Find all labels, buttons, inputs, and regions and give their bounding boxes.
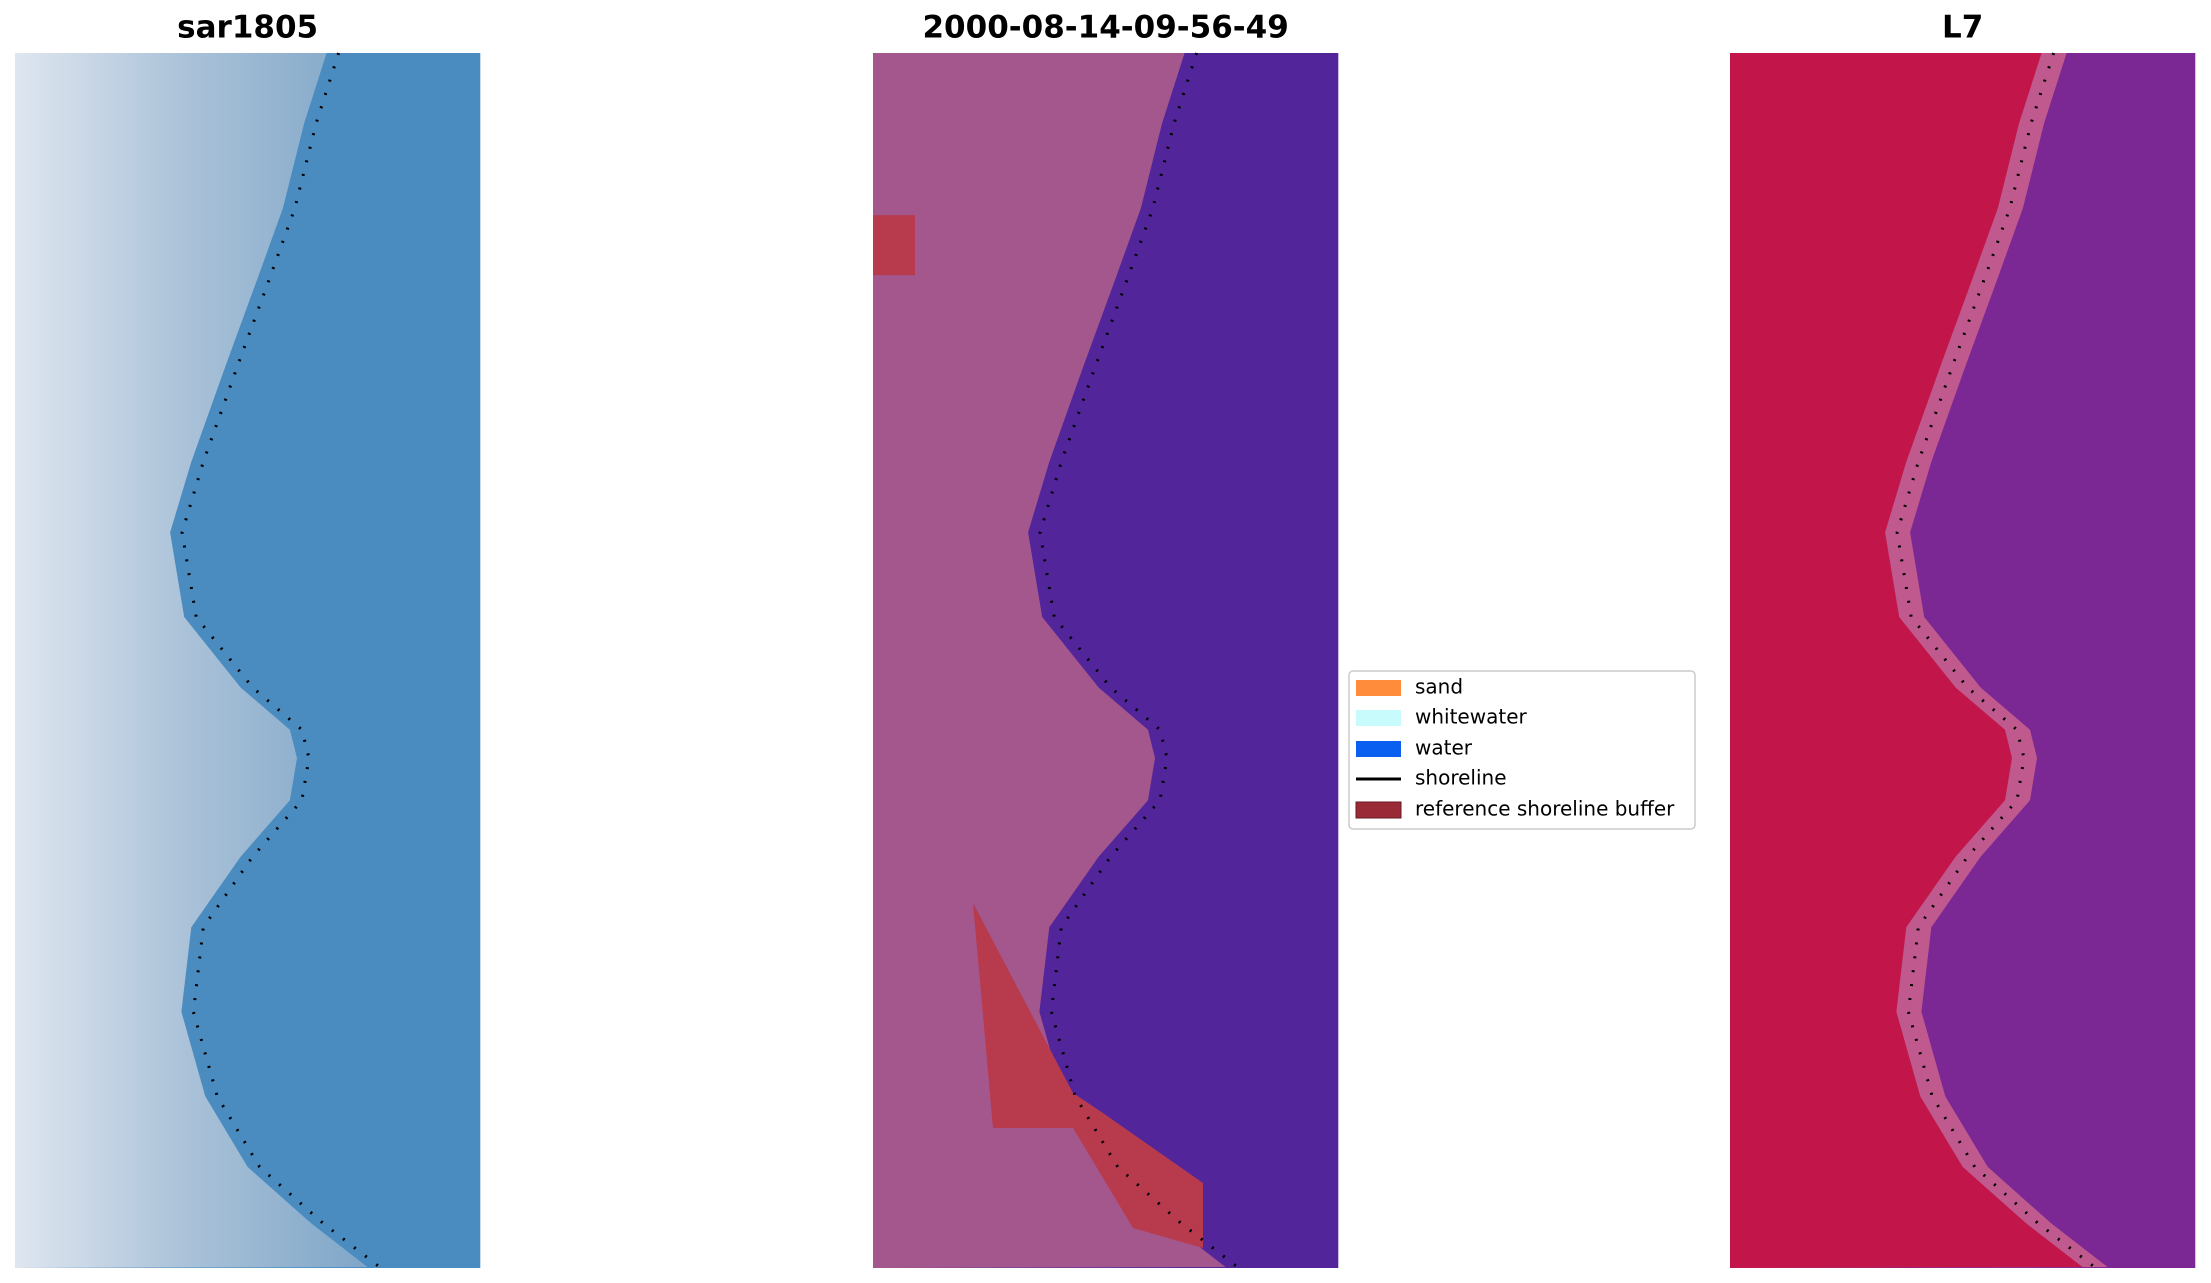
buffer (873, 215, 915, 276)
legend-label: reference shoreline buffer (1415, 797, 1675, 821)
land (873, 53, 1226, 1268)
buffer (973, 903, 1203, 1248)
legend-patch (1356, 710, 1401, 726)
legend-patch (1356, 741, 1401, 757)
panel-title: 2000-08-14-09-56-49 (922, 10, 1288, 46)
legend-label: sand (1415, 675, 1463, 699)
land (1730, 53, 2083, 1268)
land (15, 53, 368, 1268)
legend-patch (1356, 680, 1401, 696)
panel-title: L7 (1942, 10, 1983, 46)
legend-label: shoreline (1415, 766, 1507, 790)
panel-title: sar1805 (177, 10, 318, 46)
legend-patch (1355, 801, 1402, 819)
legend-label: water (1415, 736, 1473, 760)
legend-box (1348, 670, 1696, 830)
legend-label: whitewater (1415, 705, 1527, 729)
